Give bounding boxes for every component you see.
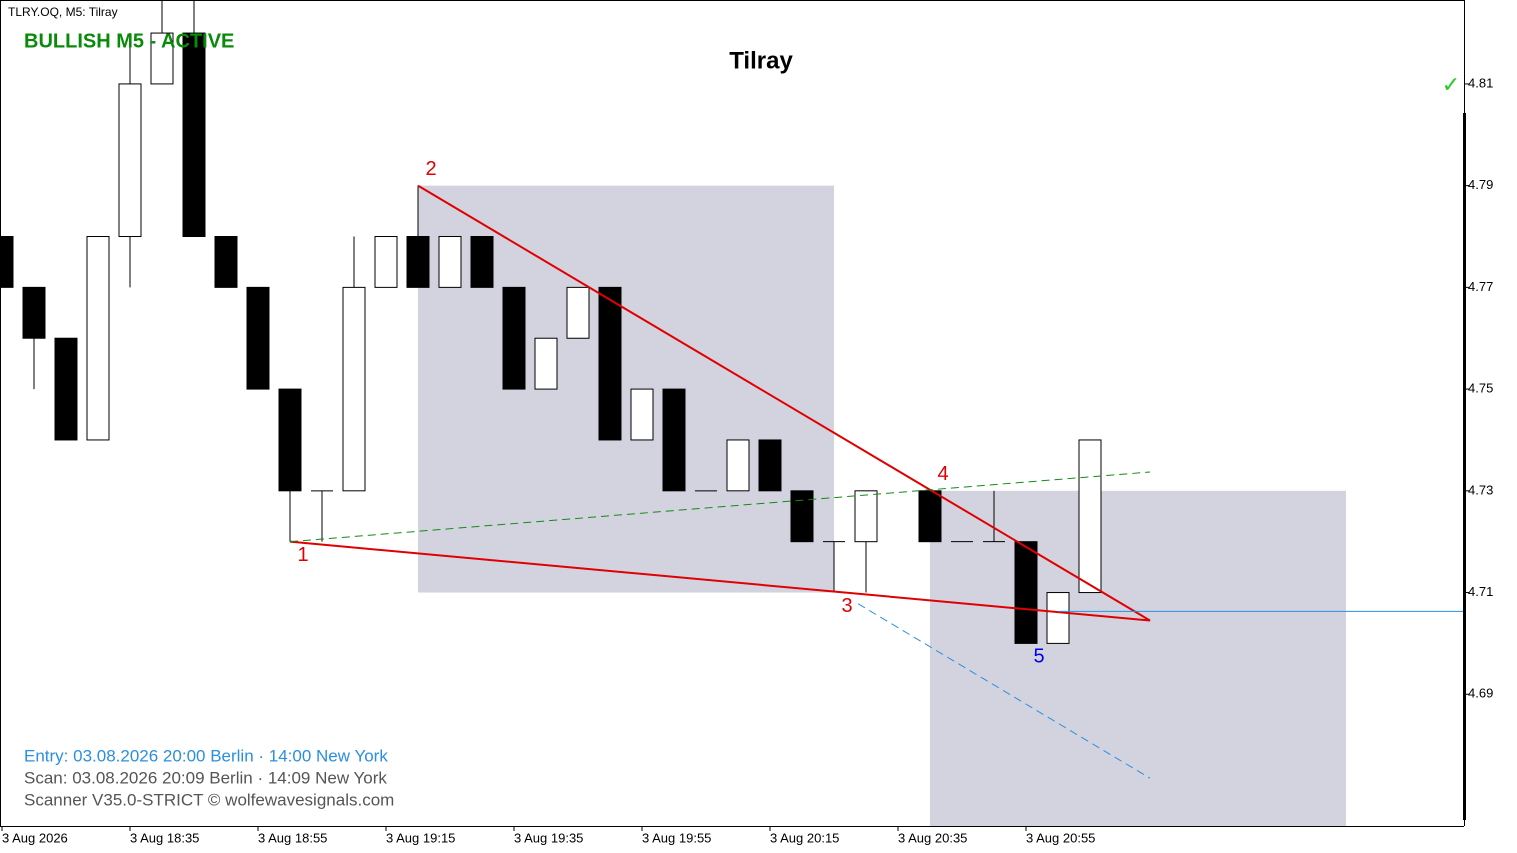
y-tick-label: 4.69 [1468,686,1493,701]
candle-body [438,236,462,288]
zone [930,490,1346,826]
x-tick-label: 3 Aug 18:55 [258,830,327,845]
candle-body [246,286,270,390]
candle-body [150,32,174,85]
pattern-line [289,471,1151,543]
x-tick-label: 3 Aug 18:35 [130,830,199,845]
point-label: 2 [425,158,436,180]
x-tick-label: 3 Aug 20:15 [770,830,839,845]
candle-body [0,236,14,288]
y-tick-label: 4.77 [1468,279,1493,294]
x-tick-label: 3 Aug 19:35 [514,830,583,845]
candle-body [214,236,238,288]
candle-body [726,439,750,492]
y-tick-label: 4.73 [1468,482,1493,497]
candle-body [662,388,686,492]
y-tick-label: 4.79 [1468,177,1493,192]
y-tick-label: 4.75 [1468,381,1493,396]
pattern-line [289,184,1151,622]
point-label: 3 [841,595,852,617]
candle-body [534,337,558,390]
candle-body [854,490,878,543]
point-label: 5 [1033,646,1044,668]
candle-body [502,286,526,390]
candle-body [1046,592,1070,644]
x-tick-label: 3 Aug 20:55 [1026,830,1095,845]
candle-body [1014,541,1038,644]
status-icon: ✓ [1442,72,1460,97]
candle-body [598,286,622,441]
candle-body [918,490,942,543]
candle-body [278,388,302,492]
scan-info: Scan: 03.08.2026 20:09 Berlin · 14:09 Ne… [24,768,387,787]
candle-body [470,236,494,288]
candle-body [406,236,430,288]
candle-body [182,32,206,238]
candle-body [758,439,782,492]
y-tick-label: 4.71 [1468,584,1493,599]
candle-body [22,286,46,339]
candle-body [118,83,142,238]
candle-body [1078,439,1102,594]
plot-area [0,0,1464,826]
symbol-label: TLRY.OQ, M5: Tilray [8,5,118,19]
status-label: BULLISH M5 - ACTIVE [24,30,234,52]
x-tick-label: 3 Aug 20:35 [898,830,967,845]
candle-body [374,236,398,288]
entry-info: Entry: 03.08.2026 20:00 Berlin · 14:00 N… [24,746,388,765]
candle-body [630,388,654,441]
point-label: 4 [937,463,948,485]
chart-title: Tilray [729,47,793,74]
candle-body [566,286,590,339]
candle-body [86,236,110,441]
candle-body [54,337,78,441]
x-tick-label: 3 Aug 19:55 [642,830,711,845]
x-tick-label: 3 Aug 2026 [2,830,68,845]
pattern-line [857,603,1151,779]
x-tick-label: 3 Aug 19:15 [386,830,455,845]
y-tick-label: 4.81 [1468,75,1493,90]
candle-body [790,490,814,543]
candle-body [342,286,366,492]
scanner-info: Scanner V35.0-STRICT © wolfewavesignals.… [24,790,394,809]
point-label: 1 [297,544,308,566]
